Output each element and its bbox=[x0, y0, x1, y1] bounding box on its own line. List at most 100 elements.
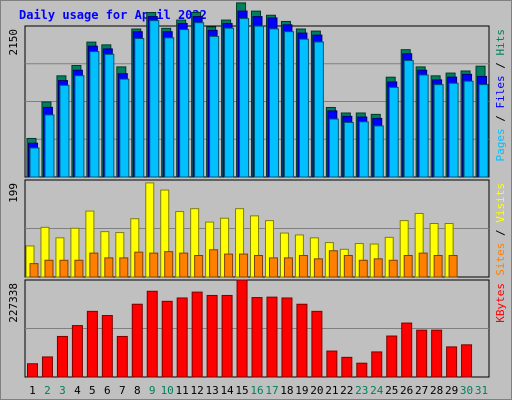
bar-sites-day-15 bbox=[239, 253, 249, 278]
bar-sites-day-20 bbox=[313, 258, 323, 278]
bar-kbytes-day-22 bbox=[341, 356, 353, 378]
bar-kbytes-day-1 bbox=[27, 363, 38, 378]
bar-sites-day-11 bbox=[179, 252, 189, 278]
x-tick-label-day-20: 20 bbox=[310, 384, 323, 397]
x-tick-label-day-21: 21 bbox=[325, 384, 338, 397]
bar-kbytes-day-20 bbox=[311, 310, 323, 378]
bar-pages-day-22 bbox=[343, 121, 354, 178]
x-tick-label-day-7: 7 bbox=[119, 384, 126, 397]
x-tick-label-day-17: 17 bbox=[265, 384, 278, 397]
bar-pages-day-26 bbox=[403, 60, 414, 178]
legend-separator: / bbox=[494, 56, 507, 76]
panel-2-legend-label: Sites / Visits bbox=[494, 183, 507, 276]
bar-sites-day-16 bbox=[254, 255, 264, 278]
x-tick-label-day-5: 5 bbox=[89, 384, 96, 397]
bar-sites-day-17 bbox=[268, 257, 278, 278]
bar-pages-day-25 bbox=[388, 86, 399, 178]
bar-pages-day-5 bbox=[89, 51, 100, 178]
legend-entry-hits: Hits bbox=[494, 29, 507, 56]
legend-entry-visits: Visits bbox=[494, 183, 507, 223]
legend-separator: / bbox=[494, 109, 507, 129]
bar-sites-day-19 bbox=[298, 255, 308, 278]
x-tick-label-day-13: 13 bbox=[205, 384, 218, 397]
x-tick-label-day-15: 15 bbox=[235, 384, 248, 397]
bar-kbytes-day-12 bbox=[191, 291, 203, 378]
bar-kbytes-day-5 bbox=[86, 310, 98, 378]
legend-entry-kbytes: KBytes bbox=[494, 283, 507, 323]
bar-sites-day-18 bbox=[283, 257, 293, 278]
x-tick-label-day-19: 19 bbox=[295, 384, 308, 397]
bar-pages-day-27 bbox=[418, 74, 429, 178]
bar-pages-day-23 bbox=[358, 121, 369, 178]
x-tick-label-day-30: 30 bbox=[460, 384, 473, 397]
x-tick-label-day-28: 28 bbox=[430, 384, 443, 397]
bar-pages-day-30 bbox=[463, 80, 474, 178]
bar-sites-day-1 bbox=[29, 263, 39, 278]
bar-kbytes-day-24 bbox=[371, 351, 383, 378]
bar-pages-day-15 bbox=[239, 18, 250, 178]
bar-pages-day-2 bbox=[44, 114, 55, 178]
legend-separator: / bbox=[494, 223, 507, 243]
bar-kbytes-day-9 bbox=[146, 290, 158, 378]
x-tick-label-day-18: 18 bbox=[280, 384, 293, 397]
bar-kbytes-day-25 bbox=[386, 335, 398, 378]
bar-sites-day-14 bbox=[224, 253, 234, 278]
bar-kbytes-day-13 bbox=[206, 294, 218, 378]
bar-pages-day-3 bbox=[59, 84, 70, 178]
bar-pages-day-14 bbox=[224, 27, 235, 178]
x-tick-label-day-10: 10 bbox=[161, 384, 174, 397]
x-tick-label-day-12: 12 bbox=[191, 384, 204, 397]
bar-kbytes-day-11 bbox=[176, 297, 188, 378]
bar-kbytes-day-27 bbox=[416, 329, 428, 378]
bar-kbytes-day-2 bbox=[41, 356, 53, 378]
bar-kbytes-day-23 bbox=[356, 362, 368, 378]
bar-pages-day-13 bbox=[209, 35, 220, 178]
x-tick-label-day-4: 4 bbox=[74, 384, 81, 397]
bar-pages-day-16 bbox=[254, 25, 265, 178]
bar-kbytes-day-28 bbox=[431, 329, 443, 378]
bar-sites-day-7 bbox=[119, 257, 129, 278]
bar-kbytes-day-29 bbox=[446, 346, 458, 378]
bar-sites-day-28 bbox=[433, 255, 443, 278]
bar-sites-day-6 bbox=[104, 257, 114, 278]
bar-sites-day-24 bbox=[373, 258, 383, 278]
bar-pages-day-8 bbox=[134, 38, 145, 178]
bar-kbytes-day-14 bbox=[221, 294, 233, 378]
bar-sites-day-22 bbox=[343, 255, 353, 278]
x-tick-label-day-29: 29 bbox=[445, 384, 458, 397]
x-tick-label-day-24: 24 bbox=[370, 384, 384, 397]
bar-pages-day-20 bbox=[313, 41, 324, 178]
bar-kbytes-day-4 bbox=[71, 325, 83, 378]
panel-1-y-tick-label: 2150 bbox=[7, 29, 20, 56]
legend-entry-sites: Sites bbox=[494, 243, 507, 276]
bar-sites-day-10 bbox=[164, 251, 174, 278]
bar-sites-day-5 bbox=[89, 252, 99, 278]
bar-pages-day-17 bbox=[268, 28, 279, 178]
bar-sites-day-23 bbox=[358, 259, 368, 278]
bar-pages-day-9 bbox=[149, 20, 160, 178]
panel-1-legend-label: Pages / Files / Hits bbox=[494, 29, 507, 162]
bar-kbytes-day-21 bbox=[326, 350, 338, 378]
x-tick-label-day-22: 22 bbox=[340, 384, 353, 397]
x-tick-label-day-14: 14 bbox=[220, 384, 234, 397]
x-tick-label-day-26: 26 bbox=[400, 384, 413, 397]
bar-pages-day-31 bbox=[478, 84, 489, 178]
bar-kbytes-day-16 bbox=[251, 297, 263, 378]
bar-kbytes-day-18 bbox=[281, 297, 293, 378]
bar-kbytes-day-26 bbox=[401, 322, 413, 378]
bar-sites-day-2 bbox=[44, 259, 54, 278]
x-tick-label-day-8: 8 bbox=[134, 384, 141, 397]
x-tick-label-day-1: 1 bbox=[29, 384, 36, 397]
bar-kbytes-day-30 bbox=[461, 344, 473, 378]
bar-pages-day-29 bbox=[448, 82, 459, 178]
bar-pages-day-21 bbox=[328, 118, 339, 178]
x-tick-label-day-27: 27 bbox=[415, 384, 428, 397]
bar-sites-day-29 bbox=[448, 255, 458, 278]
bar-sites-day-13 bbox=[209, 249, 219, 278]
x-tick-label-day-9: 9 bbox=[149, 384, 156, 397]
panel-3-legend-label: KBytes bbox=[494, 283, 507, 323]
bar-kbytes-day-10 bbox=[161, 300, 173, 378]
bar-kbytes-day-6 bbox=[101, 315, 113, 378]
